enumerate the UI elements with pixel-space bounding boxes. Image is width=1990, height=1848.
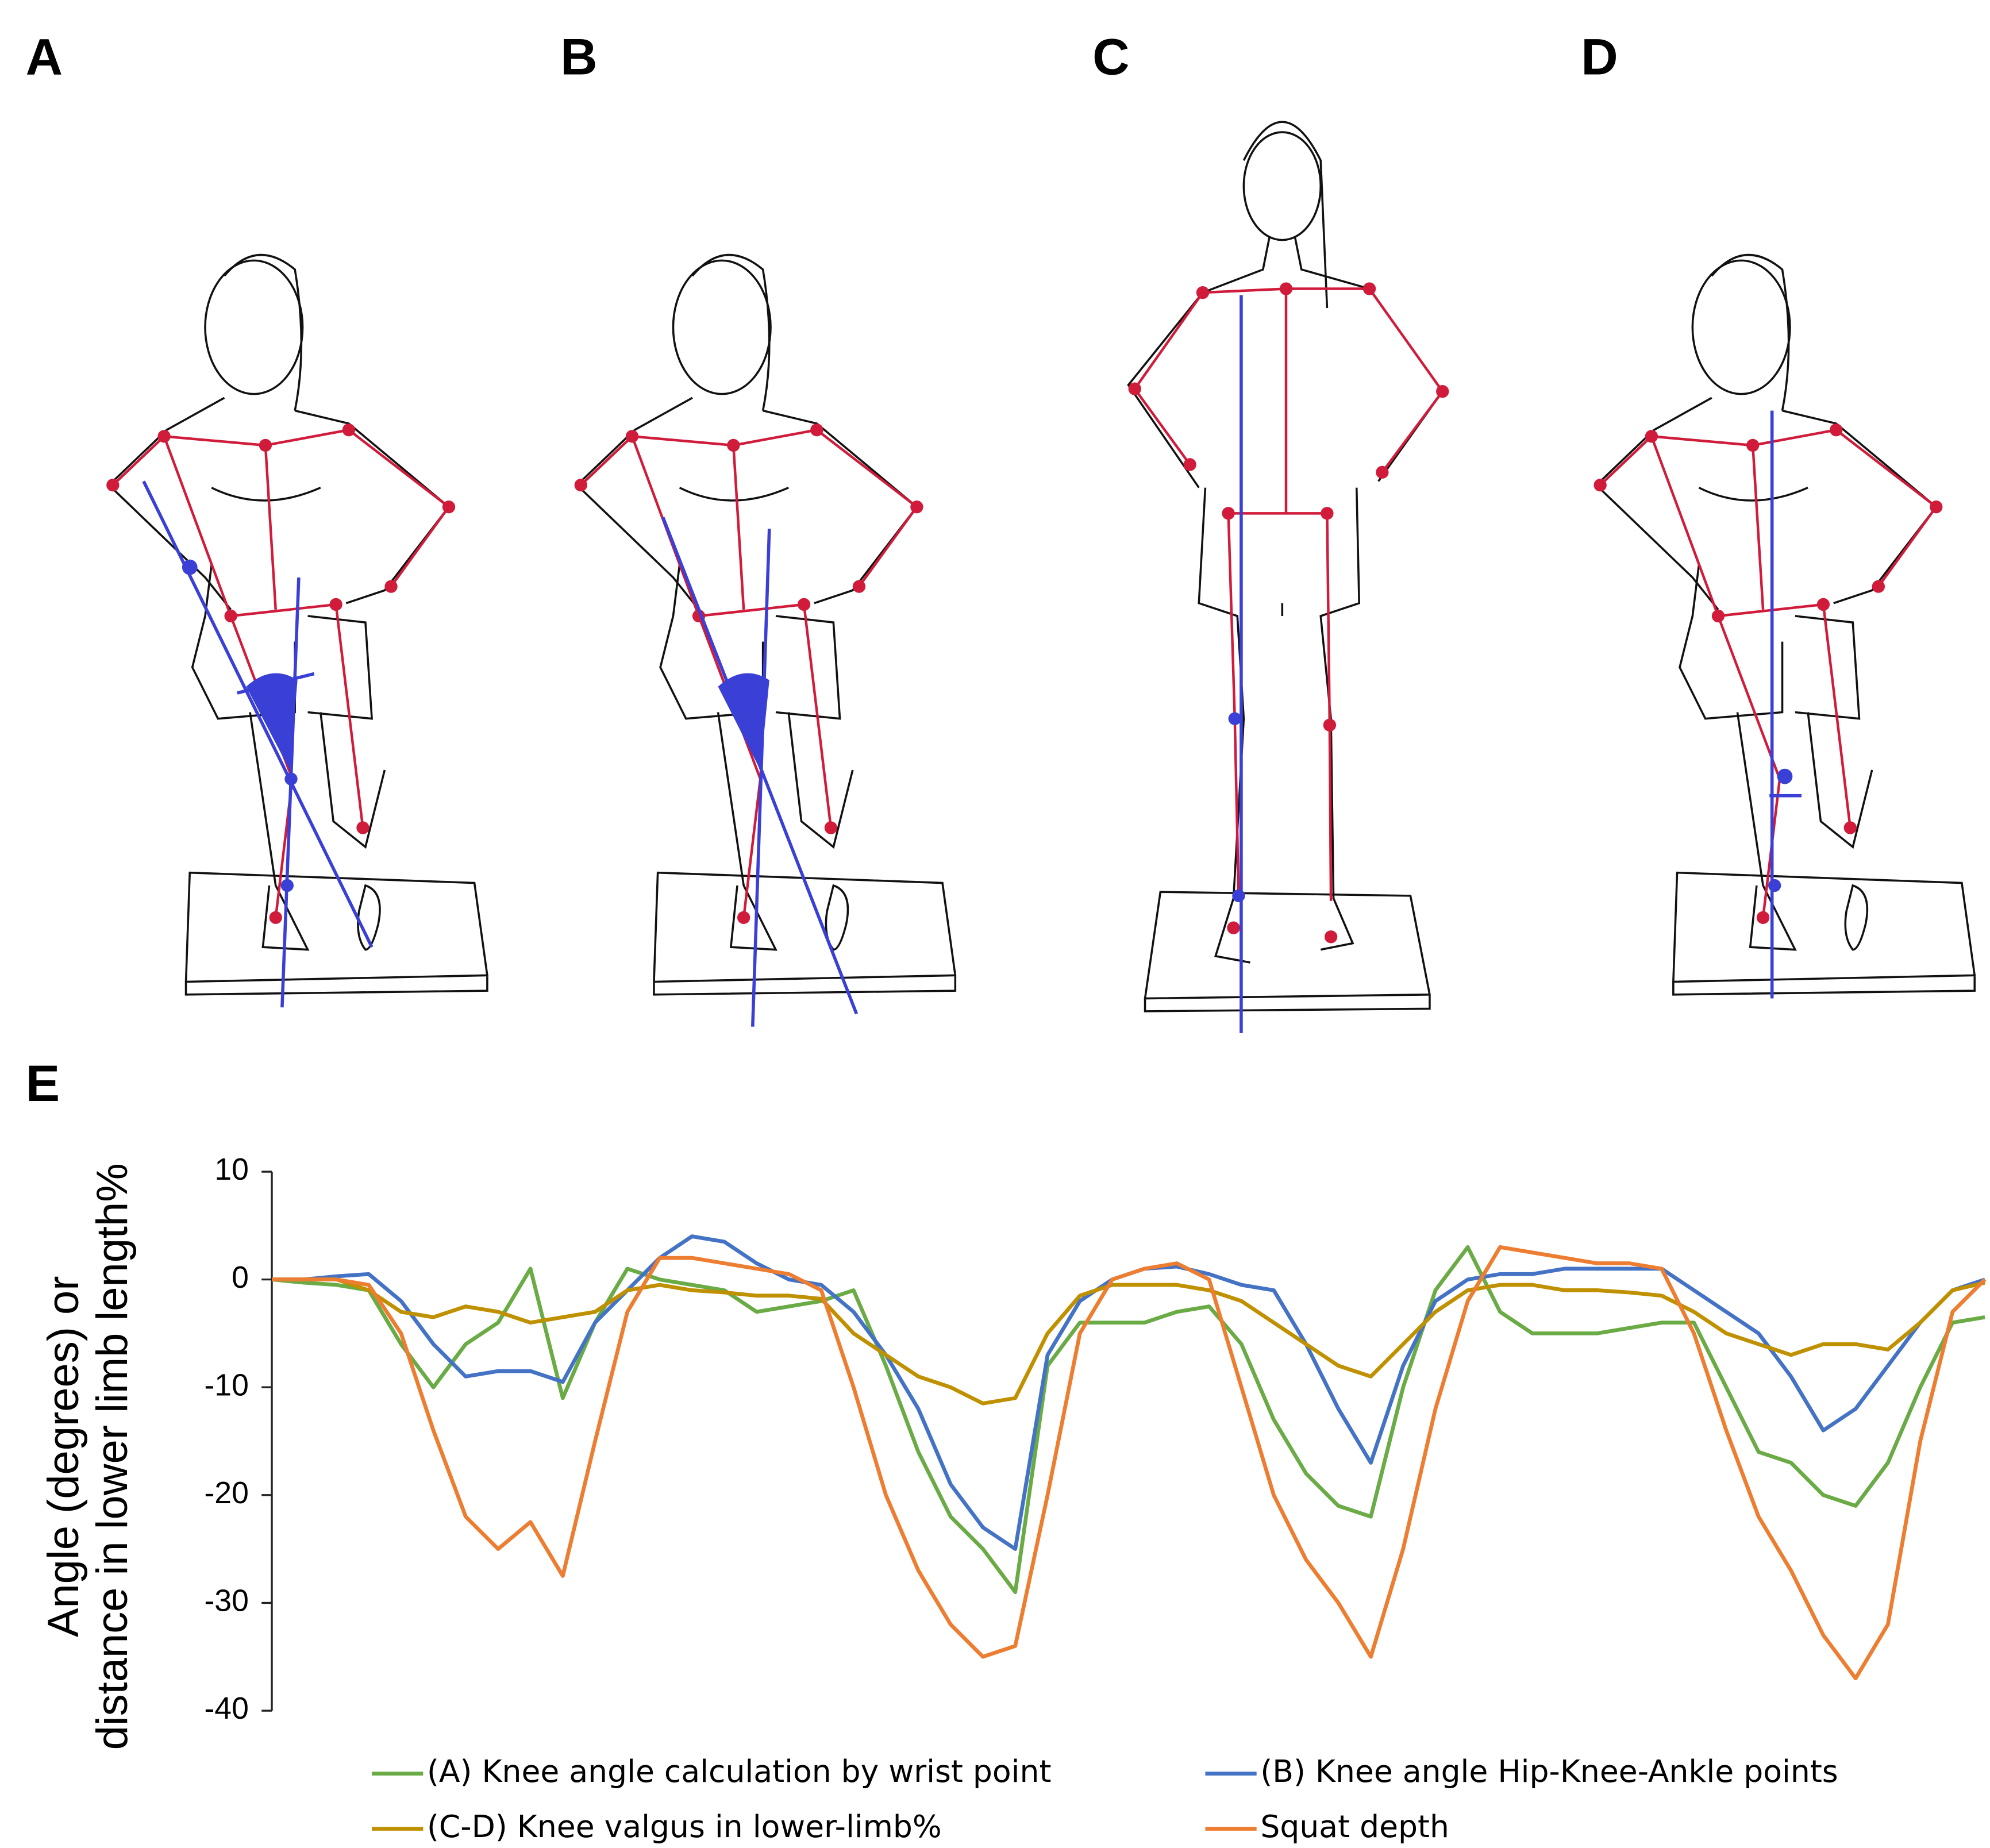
series-line: [271, 1245, 1985, 1595]
panel-label: B: [560, 28, 597, 85]
y-tick-label: -20: [204, 1476, 248, 1510]
illustration-d: [1594, 255, 1975, 999]
panel-label: C: [1092, 28, 1129, 85]
y-tick-label: -30: [204, 1584, 248, 1618]
illustration-a: [106, 255, 487, 1008]
legend-label: (A) Knee angle calculation by wrist poin…: [427, 1753, 1051, 1789]
legend-label: (B) Knee angle Hip-Knee-Ankle points: [1260, 1753, 1838, 1789]
y-tick-label: 0: [232, 1261, 249, 1295]
y-axis-label: distance in lower limb length%: [88, 1163, 137, 1750]
illustration-b: [575, 255, 956, 1027]
legend-label: Squat depth: [1260, 1808, 1449, 1845]
panel-label: A: [26, 28, 63, 85]
panel-label: E: [26, 1054, 60, 1112]
illustration-c: [1127, 121, 1449, 1033]
y-tick-label: -40: [204, 1692, 248, 1726]
y-tick-label: -10: [204, 1368, 248, 1402]
legend-label: (C-D) Knee valgus in lower-limb%: [427, 1808, 942, 1845]
y-tick-label: 10: [214, 1153, 249, 1187]
series-line: [272, 1245, 1987, 1681]
y-axis-label: Angle (degrees) or: [39, 1276, 88, 1637]
series-line: [272, 1277, 1985, 1406]
panel-label: D: [1581, 28, 1618, 85]
